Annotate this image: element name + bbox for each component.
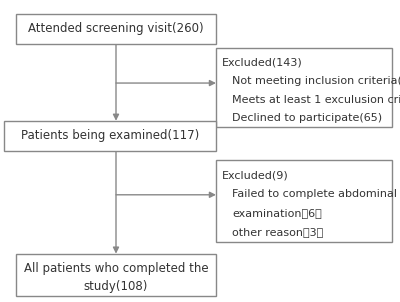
Text: Meets at least 1 exculusion criterial(47): Meets at least 1 exculusion criterial(47… (232, 95, 400, 104)
FancyBboxPatch shape (4, 121, 216, 151)
FancyBboxPatch shape (16, 254, 216, 296)
Text: Excluded(143): Excluded(143) (222, 58, 303, 68)
FancyBboxPatch shape (216, 48, 392, 127)
Text: study(108): study(108) (84, 280, 148, 293)
FancyBboxPatch shape (16, 14, 216, 44)
Text: Attended screening visit(260): Attended screening visit(260) (28, 22, 204, 35)
Text: Excluded(9): Excluded(9) (222, 170, 289, 180)
Text: examination（6）: examination（6） (232, 208, 322, 218)
Text: Not meeting inclusion criteria(31): Not meeting inclusion criteria(31) (232, 76, 400, 86)
Text: Patients being examined(117): Patients being examined(117) (21, 129, 199, 143)
Text: All patients who completed the: All patients who completed the (24, 262, 208, 275)
Text: Failed to complete abdominal plain film: Failed to complete abdominal plain film (232, 189, 400, 199)
FancyBboxPatch shape (216, 160, 392, 242)
Text: other reason（3）: other reason（3） (232, 227, 323, 237)
Text: Declined to participate(65): Declined to participate(65) (232, 113, 382, 123)
